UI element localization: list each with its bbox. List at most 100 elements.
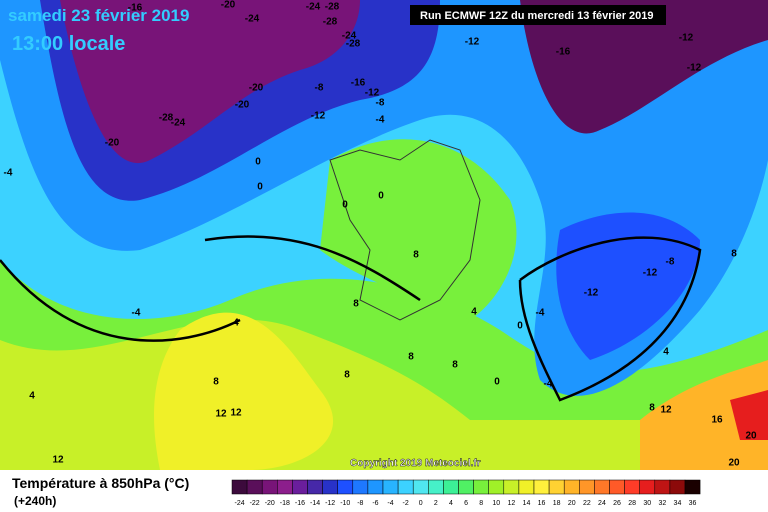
- scale-label: 20: [568, 500, 576, 507]
- very-cold-field: [60, 0, 360, 164]
- contour-label: 8: [344, 370, 350, 381]
- scale-label: 4: [449, 500, 453, 507]
- contour-label: -24: [306, 2, 321, 13]
- warm-field: [730, 390, 768, 440]
- contour-label: -28: [159, 113, 174, 124]
- scale-swatch: [443, 479, 459, 495]
- contour-label: 12: [215, 409, 227, 420]
- scale-swatch: [609, 479, 625, 495]
- scale-label: 32: [658, 500, 666, 507]
- scale-swatch: [397, 479, 414, 495]
- contour-label: 0: [342, 200, 348, 211]
- contour-label: -4: [376, 115, 385, 126]
- cold-field: [556, 212, 700, 360]
- scale-label: 10: [492, 500, 500, 507]
- scale-label: 12: [507, 500, 515, 507]
- scale-swatch: [594, 479, 610, 495]
- contour-label: -12: [643, 268, 658, 279]
- scale-swatch: [412, 479, 429, 495]
- scale-swatch: [307, 479, 323, 495]
- contour-label: 8: [213, 377, 219, 388]
- legend-title: Température à 850hPa (°C): [12, 475, 189, 491]
- scale-label: 26: [613, 500, 621, 507]
- isotherm: [0, 235, 421, 342]
- scale-label: -22: [250, 500, 260, 507]
- contour-label: -24: [171, 118, 186, 129]
- scale-label: 8: [479, 500, 483, 507]
- scale-label: 0: [419, 500, 423, 507]
- contour-label: -8: [666, 257, 675, 268]
- scale-swatch: [367, 479, 384, 495]
- very-cold-field: [520, 0, 768, 134]
- contour-label: 8: [353, 299, 359, 310]
- contour-label: 8: [452, 360, 458, 371]
- lead-time: (+240h): [14, 494, 56, 508]
- contour-label: 8: [649, 403, 655, 414]
- scale-label: -8: [357, 500, 363, 507]
- contour-label: -20: [235, 100, 250, 111]
- contour-label: -28: [325, 2, 340, 13]
- contour-label: -4: [536, 308, 545, 319]
- scale-swatch: [684, 479, 701, 495]
- contour-label: -28: [346, 39, 361, 50]
- copyright: Copyright 2019 Meteociel.fr: [350, 458, 481, 469]
- scale-label: 28: [628, 500, 636, 507]
- contour-label: -8: [376, 98, 385, 109]
- scale-label: -12: [325, 500, 335, 507]
- contour-label: -24: [342, 31, 357, 42]
- contour-label: -20: [221, 0, 236, 11]
- contour-label: -16: [351, 78, 366, 89]
- scale-label: -20: [265, 500, 275, 507]
- contour-label: -28: [323, 17, 338, 28]
- scale-swatch: [533, 479, 550, 495]
- scale-swatch: [261, 479, 278, 495]
- scale-swatch: [277, 479, 293, 495]
- scale-label: 22: [583, 500, 591, 507]
- scale-label: -24: [234, 500, 244, 507]
- scale-swatch: [382, 479, 399, 495]
- contour-label: 4: [471, 307, 477, 318]
- scale-swatch: [488, 479, 505, 495]
- scale-swatch: [624, 479, 640, 495]
- scale-swatch: [548, 479, 565, 495]
- contour-label: 8: [731, 249, 737, 260]
- scale-swatch: [458, 479, 474, 495]
- scale-label: -10: [340, 500, 350, 507]
- contour-label: -4: [544, 379, 553, 390]
- contour-label: -12: [679, 33, 694, 44]
- scale-label: 34: [674, 500, 682, 507]
- contour-label: 0: [517, 321, 523, 332]
- contour-label: -20: [249, 83, 264, 94]
- contour-label: -12: [311, 111, 326, 122]
- contour-label: 4: [233, 318, 239, 329]
- run-box: [410, 5, 666, 25]
- contour-label: -12: [465, 37, 480, 48]
- scale-swatch: [352, 479, 369, 495]
- contour-label: 0: [378, 191, 384, 202]
- scale-swatch: [579, 479, 595, 495]
- scale-swatch: [563, 479, 580, 495]
- scale-swatch: [322, 479, 338, 495]
- warm-field: [640, 360, 768, 470]
- contour-label: 16: [711, 415, 723, 426]
- contour-label: -12: [365, 88, 380, 99]
- scale-swatch: [654, 479, 671, 495]
- contour-label: 0: [257, 182, 263, 193]
- scale-label: 14: [523, 500, 531, 507]
- scale-swatch: [246, 479, 263, 495]
- contour-label: 0: [255, 157, 261, 168]
- scale-swatch: [518, 479, 535, 495]
- contour-label: 8: [413, 250, 419, 261]
- contour-label: 4: [663, 347, 669, 358]
- scale-label: 2: [434, 500, 438, 507]
- contour-label: 8: [408, 352, 414, 363]
- scale-label: -6: [372, 500, 378, 507]
- contour-label: -24: [245, 14, 260, 25]
- isotherm: [518, 236, 702, 402]
- scale-label: 18: [553, 500, 561, 507]
- contour-label: -4: [132, 308, 141, 319]
- warm-field: [154, 312, 334, 470]
- scale-label: 36: [689, 500, 697, 507]
- scale-label: -4: [387, 500, 393, 507]
- scale-swatch: [337, 479, 354, 495]
